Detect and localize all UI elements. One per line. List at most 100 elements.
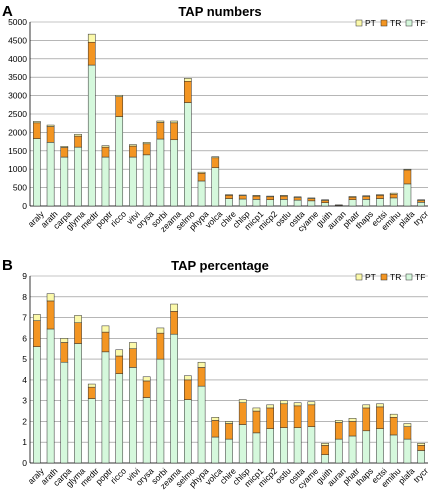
bar-emihu-tf <box>389 434 398 464</box>
bar-thaps-pt <box>362 404 371 409</box>
bar-vitvi-pt <box>129 342 137 349</box>
panel-b-letter: B <box>2 257 13 274</box>
bar-volca-tf <box>211 167 220 207</box>
bar-plafa-tr <box>403 426 412 440</box>
bar-vitvi-tf <box>129 367 137 464</box>
bar-orysa-tf <box>142 154 151 207</box>
y-tick-label-9: 9 <box>22 271 27 281</box>
bar-orysa-pt <box>142 142 151 145</box>
bar-ostlu-tr <box>280 195 288 200</box>
bar-trycr-tr <box>417 445 425 451</box>
y-tick-label-4: 4 <box>22 375 27 385</box>
bar-carpa-tf <box>60 156 69 207</box>
bar-ostta-tr <box>293 405 302 428</box>
bar-medtr-tf <box>87 64 96 207</box>
panel-a-legend: PT TR TF <box>355 18 425 28</box>
panel-a-bars <box>33 33 425 207</box>
bar-arath-tr <box>46 300 55 330</box>
bar-chlsp-tf <box>238 198 247 207</box>
bar-vitvi-pt <box>129 144 137 147</box>
bar-selmo-tr <box>184 80 192 103</box>
bar-micp2-pt <box>266 404 274 409</box>
bar-chire-tr <box>225 195 233 199</box>
y-tick-label-2500: 2500 <box>8 109 27 119</box>
bar-phatr-tf <box>348 435 357 464</box>
bar-phypa-pt <box>197 361 206 368</box>
bar-phypa-pt <box>197 171 206 174</box>
y-tick-label-5: 5 <box>22 354 27 364</box>
bar-arath-pt <box>46 293 55 302</box>
bar-carpa-tf <box>60 361 69 464</box>
bar-poptr-tf <box>101 351 110 464</box>
legend-label-tf: TF <box>415 18 425 28</box>
bar-selmo-pt <box>184 78 192 82</box>
bar-sorbi-tf <box>156 358 165 464</box>
bar-vitvi-tr <box>129 145 137 158</box>
bar-ectsi-tf <box>376 428 384 464</box>
bar-zeama-tf <box>170 139 178 207</box>
bar-cyame-tr <box>307 404 316 427</box>
bar-chlsp-pt <box>238 399 247 403</box>
bar-poptr-tf <box>101 156 110 207</box>
bar-micp1-tf <box>252 199 261 207</box>
bar-chire-tr <box>225 423 233 440</box>
bar-ostta-tf <box>293 427 302 464</box>
y-tick-label-1000: 1000 <box>8 164 27 174</box>
bar-trycr-pt <box>417 443 425 446</box>
bar-sorbi-pt <box>156 327 165 334</box>
bar-auran-pt <box>334 420 343 423</box>
bar-zeama-pt <box>170 120 178 124</box>
legend-swatch-tr <box>380 273 388 281</box>
bar-trycr-tr <box>417 200 425 203</box>
y-tick-label-3500: 3500 <box>8 72 27 82</box>
bar-ostta-pt <box>293 402 302 407</box>
panel-a-y-tick-labels: 0 500 1000 1500 2000 2500 3000 3500 4000 4500 5000 <box>8 17 27 211</box>
bar-chlsp-tr <box>238 402 247 425</box>
bar-poptr-pt <box>101 325 110 333</box>
bar-volca-tr <box>211 420 220 438</box>
y-tick-label-2: 2 <box>22 416 27 426</box>
y-tick-label-2000: 2000 <box>8 127 27 137</box>
bar-plafa-tr <box>403 169 412 185</box>
panel-a: A TAP numbers 0 500 1000 1500 2000 2500 3000 35… <box>2 3 430 234</box>
bar-micp2-tr <box>266 407 274 429</box>
panel-b-y-tick-labels: 0 1 2 3 4 5 6 7 8 9 <box>22 271 27 468</box>
y-tick-label-1500: 1500 <box>8 146 27 156</box>
bar-ectsi-pt <box>376 403 384 408</box>
y-tick-label-0: 0 <box>22 201 27 211</box>
bar-chlsp-tr <box>238 195 247 200</box>
bar-ostlu-pt <box>280 195 288 197</box>
bar-carpa-pt <box>60 338 69 343</box>
bar-medtr-tr <box>87 41 96 66</box>
y-tick-label-8: 8 <box>22 292 27 302</box>
bar-emihu-pt <box>389 413 398 418</box>
bar-micp1-pt <box>252 195 261 197</box>
bar-micp1-tr <box>252 195 261 200</box>
bar-selmo-tf <box>184 399 192 464</box>
bar-ricco-tf <box>115 116 124 207</box>
bar-trycr-tf <box>417 202 425 207</box>
bar-orysa-tr <box>142 143 151 156</box>
bar-glyma-tr <box>74 322 82 344</box>
bar-chire-pt <box>225 421 233 424</box>
bar-arath-tf <box>46 142 55 207</box>
bar-thaps-tf <box>362 430 371 464</box>
bar-ostlu-pt <box>280 400 288 405</box>
bar-ricco-pt <box>115 349 124 357</box>
bar-ectsi-pt <box>376 194 384 196</box>
bar-sorbi-pt <box>156 120 165 123</box>
bar-micp1-pt <box>252 407 261 412</box>
bar-ostta-tf <box>293 199 302 207</box>
panel-a-gridlines <box>29 21 428 207</box>
bar-phypa-tr <box>197 367 206 387</box>
bar-sorbi-tr <box>156 122 165 140</box>
bar-micp2-pt <box>266 195 274 198</box>
bar-chire-pt <box>225 194 233 196</box>
bar-emihu-tr <box>389 417 398 436</box>
bar-chire-tf <box>225 438 233 464</box>
bar-phatr-tf <box>348 199 357 207</box>
bar-guith-tr <box>321 445 329 455</box>
bar-trycr-tf <box>417 450 425 464</box>
